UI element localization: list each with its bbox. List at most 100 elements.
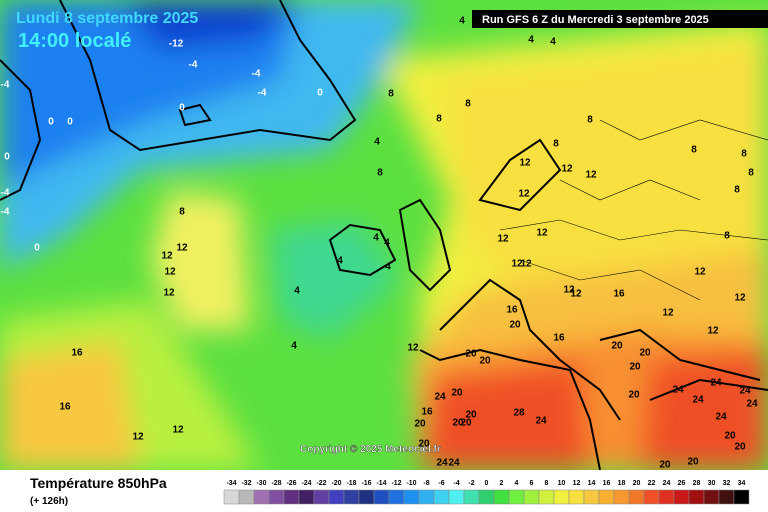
- scale-label: -26: [286, 480, 296, 487]
- contour-label: 24: [434, 392, 446, 403]
- contour-label: 12: [519, 158, 531, 169]
- contour-label: 12: [536, 228, 548, 239]
- contour-label: 4: [528, 35, 534, 46]
- scale-swatch: [433, 489, 450, 505]
- scale-swatch: [328, 489, 345, 505]
- scale-label: 18: [618, 480, 626, 487]
- contour-label: 20: [734, 442, 746, 453]
- scale-swatch: [688, 489, 705, 505]
- contour-label: 20: [628, 390, 640, 401]
- contour-label: 20: [509, 320, 521, 331]
- contour-label: 8: [724, 231, 730, 242]
- contour-label: 8: [465, 99, 471, 110]
- scale-swatch: [553, 489, 570, 505]
- scale-label: 32: [723, 480, 731, 487]
- contour-label: -12: [169, 39, 184, 50]
- scale-label: 20: [633, 480, 641, 487]
- scale-swatch: [238, 489, 255, 505]
- contour-label: 12: [172, 425, 184, 436]
- borders: [499, 119, 768, 301]
- contour-label: 8: [734, 185, 740, 196]
- contour-label: 20: [452, 418, 464, 429]
- scale-label: 12: [573, 480, 581, 487]
- contour-label: 8: [691, 145, 697, 156]
- contour-label: 20: [659, 460, 671, 471]
- contour-label: 0: [34, 243, 40, 254]
- scale-label: -10: [406, 480, 416, 487]
- contour-label: 8: [587, 115, 593, 126]
- scale-swatch: [463, 489, 480, 505]
- contour-label: 16: [59, 402, 71, 413]
- contour-label: 12: [164, 267, 176, 278]
- contour-label: -4: [258, 88, 267, 99]
- scale-swatch: [313, 489, 330, 505]
- contour-label: -4: [1, 188, 10, 199]
- scale-label: 24: [663, 480, 671, 487]
- contour-label: 4: [374, 137, 380, 148]
- contour-label: 12: [585, 170, 597, 181]
- contour-label: 12: [561, 164, 573, 175]
- contour-label: 24: [436, 458, 448, 469]
- contour-label: 24: [692, 395, 704, 406]
- copyright: Copyright © 2025 Meteociel.fr: [300, 444, 441, 455]
- scale-swatch: [568, 489, 585, 505]
- contour-label: 28: [513, 408, 525, 419]
- scale-swatch: [388, 489, 405, 505]
- contour-label: 4: [550, 37, 556, 48]
- scale-swatch: [298, 489, 315, 505]
- scale-swatch: [358, 489, 375, 505]
- contour-label: 8: [436, 114, 442, 125]
- contour-label: 20: [460, 418, 472, 429]
- scale-swatch: [583, 489, 600, 505]
- contour-label: 4: [385, 262, 391, 273]
- scale-label: -30: [256, 480, 266, 487]
- scale-swatch: [703, 489, 720, 505]
- contour-label: 12: [662, 308, 674, 319]
- contour-label: 4: [291, 341, 297, 352]
- contour-label: 20: [687, 457, 699, 468]
- contour-label: 12: [511, 259, 523, 270]
- scale-label: 34: [738, 480, 746, 487]
- contour-label: 20: [724, 431, 736, 442]
- contour-label: 24: [715, 412, 727, 423]
- contour-label: 12: [518, 189, 530, 200]
- scale-swatch: [733, 489, 750, 505]
- contour-label: 20: [629, 362, 641, 373]
- scale-swatch: [673, 489, 690, 505]
- contour-label: 24: [710, 378, 722, 389]
- run-info: Run GFS 6 Z du Mercredi 3 septembre 2025: [482, 14, 709, 26]
- contour-label: 0: [317, 88, 323, 99]
- contour-label: 4: [337, 256, 343, 267]
- contour-label: 12: [734, 293, 746, 304]
- scale-swatch: [253, 489, 270, 505]
- forecast-date: Lundi 8 septembre 2025: [16, 10, 198, 27]
- contour-label: 20: [414, 419, 426, 430]
- scale-swatch: [478, 489, 495, 505]
- scale-swatch: [538, 489, 555, 505]
- contour-label: 16: [421, 407, 433, 418]
- contour-label: 8: [553, 139, 559, 150]
- scale-label: -8: [423, 480, 429, 487]
- variable-title: Température 850hPa: [30, 475, 167, 491]
- scale-swatch: [268, 489, 285, 505]
- contour-label: 8: [179, 207, 185, 218]
- scale-label: -6: [438, 480, 444, 487]
- scale-label: 10: [558, 480, 566, 487]
- scale-label: 0: [485, 480, 489, 487]
- contour-label: 12: [497, 234, 509, 245]
- contour-label: 20: [418, 439, 430, 450]
- contour-label: 8: [377, 168, 383, 179]
- contour-label: 8: [748, 168, 754, 179]
- contour-label: 0: [179, 103, 185, 114]
- contour-label: 12: [563, 285, 575, 296]
- contour-label: 0: [4, 152, 10, 163]
- contour-label: 0: [48, 117, 54, 128]
- scale-label: -2: [468, 480, 474, 487]
- scale-label: 2: [500, 480, 504, 487]
- contour-label: -4: [1, 80, 10, 91]
- scale-swatch: [493, 489, 510, 505]
- scale-swatch: [403, 489, 420, 505]
- scale-swatch: [613, 489, 630, 505]
